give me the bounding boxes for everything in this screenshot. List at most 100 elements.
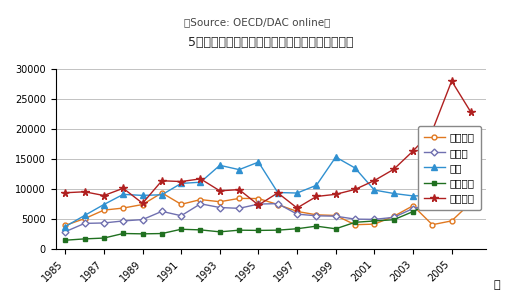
日本 <box>468 180 474 184</box>
フランス <box>101 208 107 212</box>
フランス <box>352 223 358 227</box>
イギリス <box>178 228 184 231</box>
フランス <box>274 203 281 206</box>
アメリカ <box>333 192 339 196</box>
アメリカ <box>352 188 358 191</box>
フランス <box>159 191 165 195</box>
日本 <box>81 214 88 217</box>
ドイツ <box>390 216 397 219</box>
ドイツ <box>159 210 165 213</box>
イギリス <box>449 195 455 198</box>
Line: 日本: 日本 <box>62 154 474 230</box>
フランス <box>429 223 435 227</box>
フランス <box>178 203 184 206</box>
日本 <box>429 194 435 197</box>
ドイツ <box>352 217 358 221</box>
アメリカ <box>449 79 455 83</box>
日本 <box>255 160 262 164</box>
日本 <box>236 168 242 171</box>
日本 <box>313 184 319 187</box>
イギリス <box>236 228 242 232</box>
日本 <box>274 191 281 194</box>
ドイツ <box>410 207 416 210</box>
アメリカ <box>217 189 223 193</box>
イギリス <box>313 224 319 228</box>
アメリカ <box>255 203 262 207</box>
イギリス <box>81 237 88 241</box>
イギリス <box>468 196 474 200</box>
ドイツ <box>236 206 242 210</box>
イギリス <box>62 239 68 242</box>
フランス <box>294 210 300 213</box>
ドイツ <box>197 202 203 206</box>
Legend: フランス, ドイツ, 日本, イギリス, アメリカ: フランス, ドイツ, 日本, イギリス, アメリカ <box>418 126 481 210</box>
フランス <box>81 217 88 221</box>
日本 <box>101 203 107 206</box>
イギリス <box>140 232 146 236</box>
アメリカ <box>390 167 397 171</box>
日本 <box>140 194 146 197</box>
Text: 年: 年 <box>493 280 500 290</box>
アメリカ <box>294 206 300 210</box>
ドイツ <box>101 221 107 225</box>
フランス <box>140 203 146 206</box>
ドイツ <box>120 219 126 223</box>
アメリカ <box>274 191 281 195</box>
日本 <box>371 188 377 192</box>
アメリカ <box>159 179 165 183</box>
イギリス <box>101 236 107 240</box>
アメリカ <box>81 190 88 194</box>
アメリカ <box>468 110 474 114</box>
フランス <box>390 214 397 218</box>
ドイツ <box>429 202 435 206</box>
アメリカ <box>178 180 184 183</box>
イギリス <box>274 228 281 232</box>
ドイツ <box>255 202 262 206</box>
イギリス <box>197 228 203 232</box>
フランス <box>120 206 126 210</box>
ドイツ <box>62 230 68 234</box>
フランス <box>371 222 377 226</box>
日本 <box>294 191 300 195</box>
フランス <box>62 224 68 227</box>
日本 <box>410 194 416 198</box>
日本 <box>217 163 223 167</box>
日本 <box>178 181 184 185</box>
アメリカ <box>101 194 107 197</box>
日本 <box>352 166 358 170</box>
Line: ドイツ: ドイツ <box>63 197 473 234</box>
ドイツ <box>468 198 474 201</box>
アメリカ <box>197 177 203 181</box>
イギリス <box>159 232 165 235</box>
アメリカ <box>371 179 377 182</box>
アメリカ <box>140 201 146 205</box>
ドイツ <box>274 202 281 206</box>
アメリカ <box>429 129 435 132</box>
イギリス <box>410 210 416 213</box>
Text: （Source: OECD/DAC online）: （Source: OECD/DAC online） <box>184 17 331 27</box>
イギリス <box>120 232 126 235</box>
日本 <box>120 192 126 196</box>
イギリス <box>333 227 339 231</box>
イギリス <box>371 219 377 223</box>
フランス <box>217 200 223 203</box>
アメリカ <box>62 191 68 195</box>
フランス <box>313 213 319 217</box>
ドイツ <box>333 214 339 218</box>
日本 <box>333 155 339 159</box>
フランス <box>236 196 242 200</box>
日本 <box>197 180 203 184</box>
イギリス <box>390 218 397 222</box>
イギリス <box>352 221 358 224</box>
ドイツ <box>81 221 88 225</box>
イギリス <box>429 200 435 204</box>
アメリカ <box>120 186 126 190</box>
フランス <box>255 197 262 200</box>
Line: アメリカ: アメリカ <box>61 77 475 212</box>
日本 <box>159 193 165 197</box>
Title: 5主要援助国の援助額（ネットの拠出額ベース）: 5主要援助国の援助額（ネットの拠出額ベース） <box>188 36 354 49</box>
ドイツ <box>371 217 377 221</box>
ドイツ <box>294 212 300 216</box>
日本 <box>449 168 455 172</box>
フランス <box>410 204 416 207</box>
